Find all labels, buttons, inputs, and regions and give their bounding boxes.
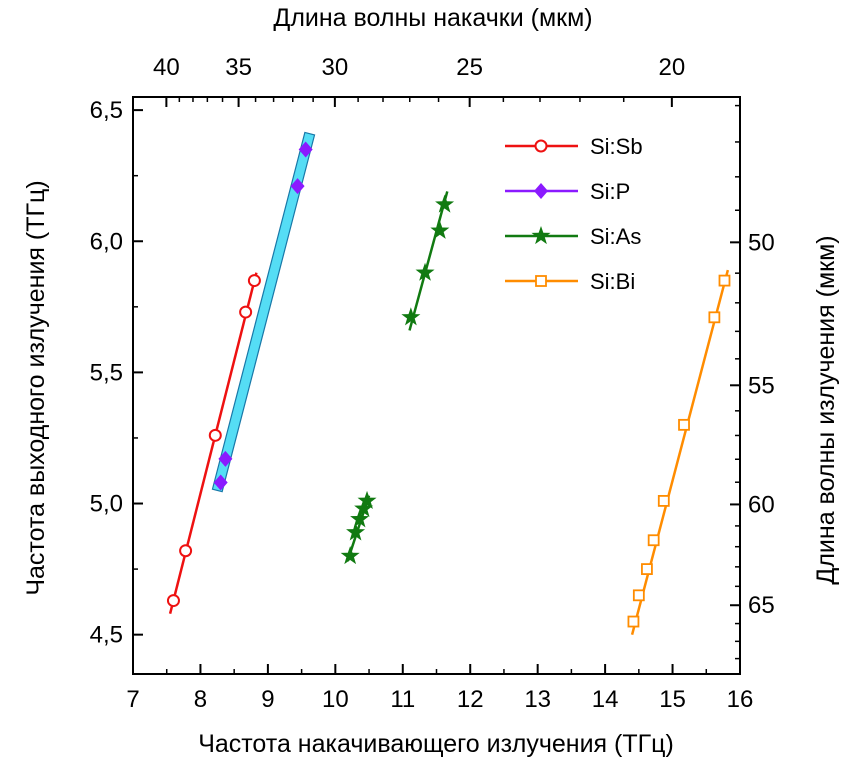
sip-point	[290, 178, 305, 195]
sias-point	[346, 522, 366, 541]
plot-frame	[132, 96, 741, 675]
sias-point	[415, 262, 435, 281]
right-tick-label: 55	[748, 372, 775, 399]
x-tick-label: 11	[390, 686, 415, 713]
series-layer	[166, 131, 731, 635]
series-sisb	[166, 272, 261, 614]
x-tick-label: 16	[727, 686, 754, 713]
series-sibi	[627, 269, 731, 635]
sip-point	[213, 474, 228, 491]
sip-point	[218, 450, 233, 467]
legend-label-sip: Si:P	[590, 179, 630, 204]
sisb-point	[179, 544, 193, 558]
axis-ticks: 7 8 9 10 11 12 13 14 15 16 4,5 5,0 5,5 6,0 6,5 40 35 30 25…	[90, 54, 775, 713]
x-tick-label: 13	[524, 686, 551, 713]
sibi-point	[632, 589, 645, 602]
sibi-fit-line	[630, 269, 730, 635]
y-tick-label: 6,0	[90, 228, 123, 255]
legend-marker-sibi	[535, 275, 547, 287]
sip-fit-band	[211, 131, 316, 493]
y-tick-label: 5,0	[90, 491, 123, 518]
sibi-point	[657, 494, 670, 507]
y-tick-label: 5,5	[90, 359, 123, 386]
x-tick-label: 8	[194, 686, 207, 713]
series-sias	[340, 191, 455, 565]
sisb-point	[208, 428, 222, 442]
sisb-point	[247, 274, 261, 288]
sias-point	[430, 220, 450, 239]
top-tick-label: 20	[659, 54, 686, 81]
legend-label-sisb: Si:Sb	[590, 134, 643, 159]
y-axis-title: Частота выходного излучения (ТГц)	[22, 180, 50, 595]
x-tick-label: 12	[457, 686, 484, 713]
x-tick-label: 9	[261, 686, 274, 713]
sias-point	[354, 498, 374, 517]
sibi-point	[647, 534, 660, 547]
sisb-point	[166, 594, 180, 608]
legend-label-sibi: Si:Bi	[590, 269, 635, 294]
right-tick-label: 65	[748, 592, 775, 619]
sias-point	[435, 194, 455, 213]
y-tick-label: 4,5	[90, 622, 123, 649]
legend-label-sias: Si:As	[590, 224, 641, 249]
sias-point	[340, 545, 360, 565]
series-sip	[211, 131, 316, 493]
top-axis-title: Длина волны накачки (мкм)	[273, 4, 592, 32]
top-tick-label: 35	[225, 54, 252, 81]
legend-marker-sip	[534, 183, 548, 199]
x-tick-label: 7	[126, 686, 139, 713]
top-tick-label: 30	[322, 54, 349, 81]
right-axis-title: Длина волны излучения (мкм)	[812, 235, 840, 584]
sibi-point	[718, 274, 731, 287]
sisb-fit-line	[168, 272, 258, 614]
right-tick-label: 60	[748, 491, 775, 518]
sisb-point	[239, 305, 253, 319]
right-tick-label: 50	[748, 229, 775, 256]
sias-point	[357, 490, 377, 509]
sibi-point	[627, 615, 640, 628]
y-tick-label: 6,5	[90, 97, 123, 124]
sias-fit-line	[408, 191, 449, 331]
sias-point	[401, 307, 421, 326]
sibi-point	[708, 311, 721, 324]
legend-marker-sias	[531, 226, 551, 245]
top-tick-label: 40	[153, 54, 180, 81]
legend: Si:Sb Si:P Si:As Si:Bi	[505, 134, 643, 294]
sibi-point	[678, 418, 690, 431]
sias-point	[350, 509, 370, 528]
x-axis-title: Частота накачивающего излучения (ТГц)	[198, 730, 674, 758]
sibi-point	[641, 563, 653, 575]
top-tick-label: 25	[456, 54, 483, 81]
legend-marker-sisb	[534, 139, 548, 153]
sip-point	[298, 141, 313, 158]
x-tick-label: 10	[322, 686, 349, 713]
x-tick-label: 14	[592, 686, 619, 713]
x-tick-label: 15	[659, 686, 686, 713]
